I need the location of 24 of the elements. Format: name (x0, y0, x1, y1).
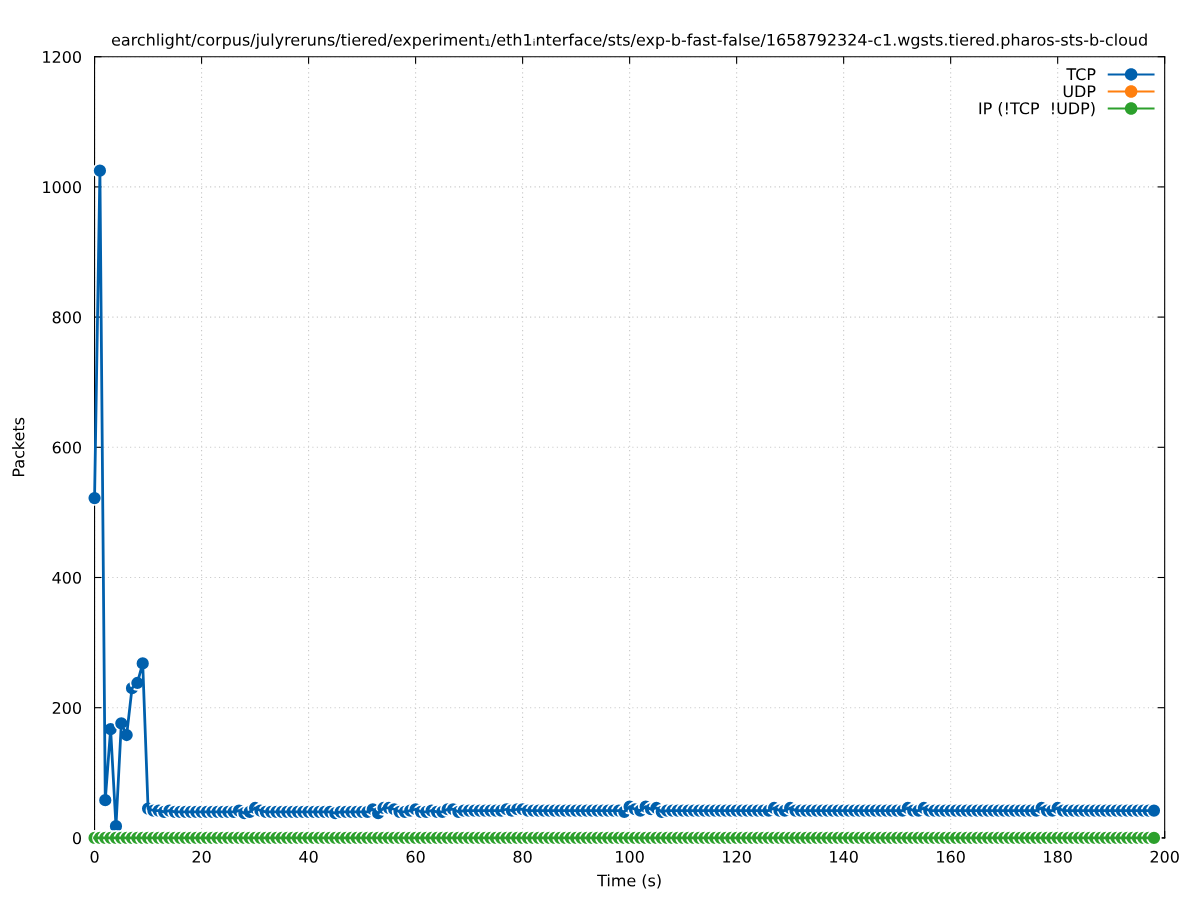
x-tick-label: 160 (937, 850, 965, 863)
x-tick-label: 60 (406, 850, 425, 863)
y-tick-label: 600 (52, 441, 81, 454)
x-tick-label: 20 (192, 850, 211, 863)
x-tick-label: 200 (1150, 850, 1179, 863)
legend-label: UDP (1063, 85, 1096, 98)
x-axis-title: Time (s) (597, 874, 661, 889)
x-tick-label: 100 (616, 850, 644, 863)
x-tick-label: 180 (1044, 850, 1072, 863)
y-axis-title: Packets (12, 417, 25, 477)
x-tick-label: 80 (513, 850, 532, 863)
x-tick-label: 0 (90, 850, 99, 863)
x-tick-label: 140 (830, 850, 858, 863)
x-tick-label: 120 (723, 850, 751, 863)
chart-title: earchlight/corpus/julyreruns/tiered/experiment₁/eth1ᵢnterface/sts/exp-b-fast-false/1658792324-c1.wgsts.tiered.pharos-sts-b-cloud (111, 33, 1147, 49)
y-tick-label: 400 (52, 571, 81, 584)
y-tick-label: 200 (52, 701, 81, 714)
legend-label: TCP (1066, 68, 1096, 81)
y-tick-label: 0 (72, 832, 81, 845)
y-tick-label: 1200 (43, 50, 81, 63)
y-tick-label: 1000 (43, 181, 81, 194)
x-tick-label: 40 (299, 850, 318, 863)
legend-label: IP (!TCP !UDP) (979, 102, 1095, 117)
y-tick-label: 800 (52, 311, 81, 324)
